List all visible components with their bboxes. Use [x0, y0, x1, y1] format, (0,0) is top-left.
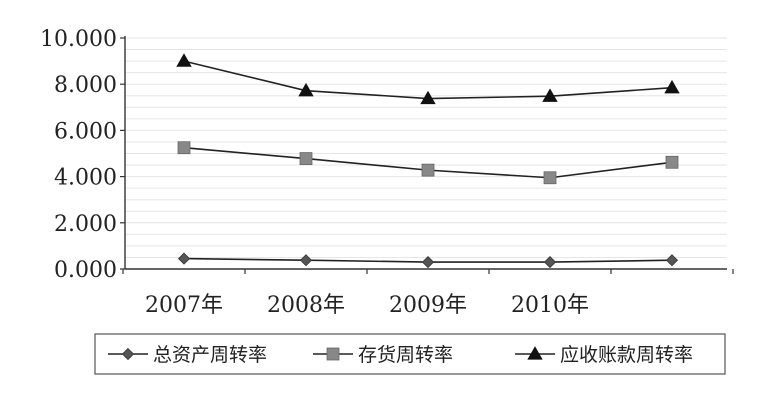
legend-label: 总资产周转率 [153, 344, 267, 366]
gridlines [125, 37, 727, 270]
data-point-square [421, 163, 435, 177]
legend-label: 应收账款周转率 [560, 344, 693, 366]
data-point-triangle [527, 346, 543, 360]
data-point-diamond [121, 347, 135, 361]
y-tick-label: 2.000 [54, 212, 117, 237]
data-point-square [665, 155, 679, 169]
legend: 总资产周转率 存货周转率 应收账款周转率 [94, 333, 726, 375]
x-tick-label: 2007年 [145, 293, 223, 318]
series-lines [176, 53, 680, 269]
x-tick-labels: 2007年 2008年 2009年 2010年 [145, 293, 589, 318]
data-point-square [299, 152, 313, 165]
legend-entry: 总资产周转率 [108, 344, 267, 366]
legend-box [94, 333, 726, 375]
data-point-diamond [665, 254, 679, 267]
data-point-square [326, 347, 340, 361]
series-square [177, 141, 679, 185]
legend-entry: 应收账款周转率 [515, 344, 693, 366]
y-tick-label: 4.000 [54, 166, 117, 191]
data-point-diamond [177, 252, 191, 265]
axes [120, 36, 734, 274]
legend-label: 存货周转率 [358, 344, 453, 366]
data-point-diamond [421, 256, 435, 269]
series-diamond [177, 252, 679, 269]
data-point-triangle [176, 53, 192, 67]
data-point-square [177, 141, 191, 155]
data-point-triangle [298, 82, 314, 97]
y-tick-label: 10.000 [40, 27, 117, 52]
series-triangle [176, 53, 680, 105]
data-point-diamond [543, 256, 557, 269]
data-point-diamond [299, 254, 313, 267]
data-point-triangle [542, 88, 558, 102]
y-tick-label: 0.000 [54, 258, 117, 283]
y-tick-label: 6.000 [54, 119, 117, 144]
y-tick-label: 8.000 [54, 73, 117, 98]
x-tick-label: 2008年 [267, 293, 345, 318]
data-point-triangle [664, 79, 680, 94]
x-tick-label: 2010年 [511, 293, 589, 318]
x-tick-label: 2009年 [389, 293, 467, 318]
legend-entry: 存货周转率 [313, 344, 453, 366]
data-point-triangle [420, 90, 436, 105]
data-point-square [543, 171, 557, 185]
y-tick-labels: 0.000 2.000 4.000 6.000 8.000 10.000 [40, 27, 117, 283]
